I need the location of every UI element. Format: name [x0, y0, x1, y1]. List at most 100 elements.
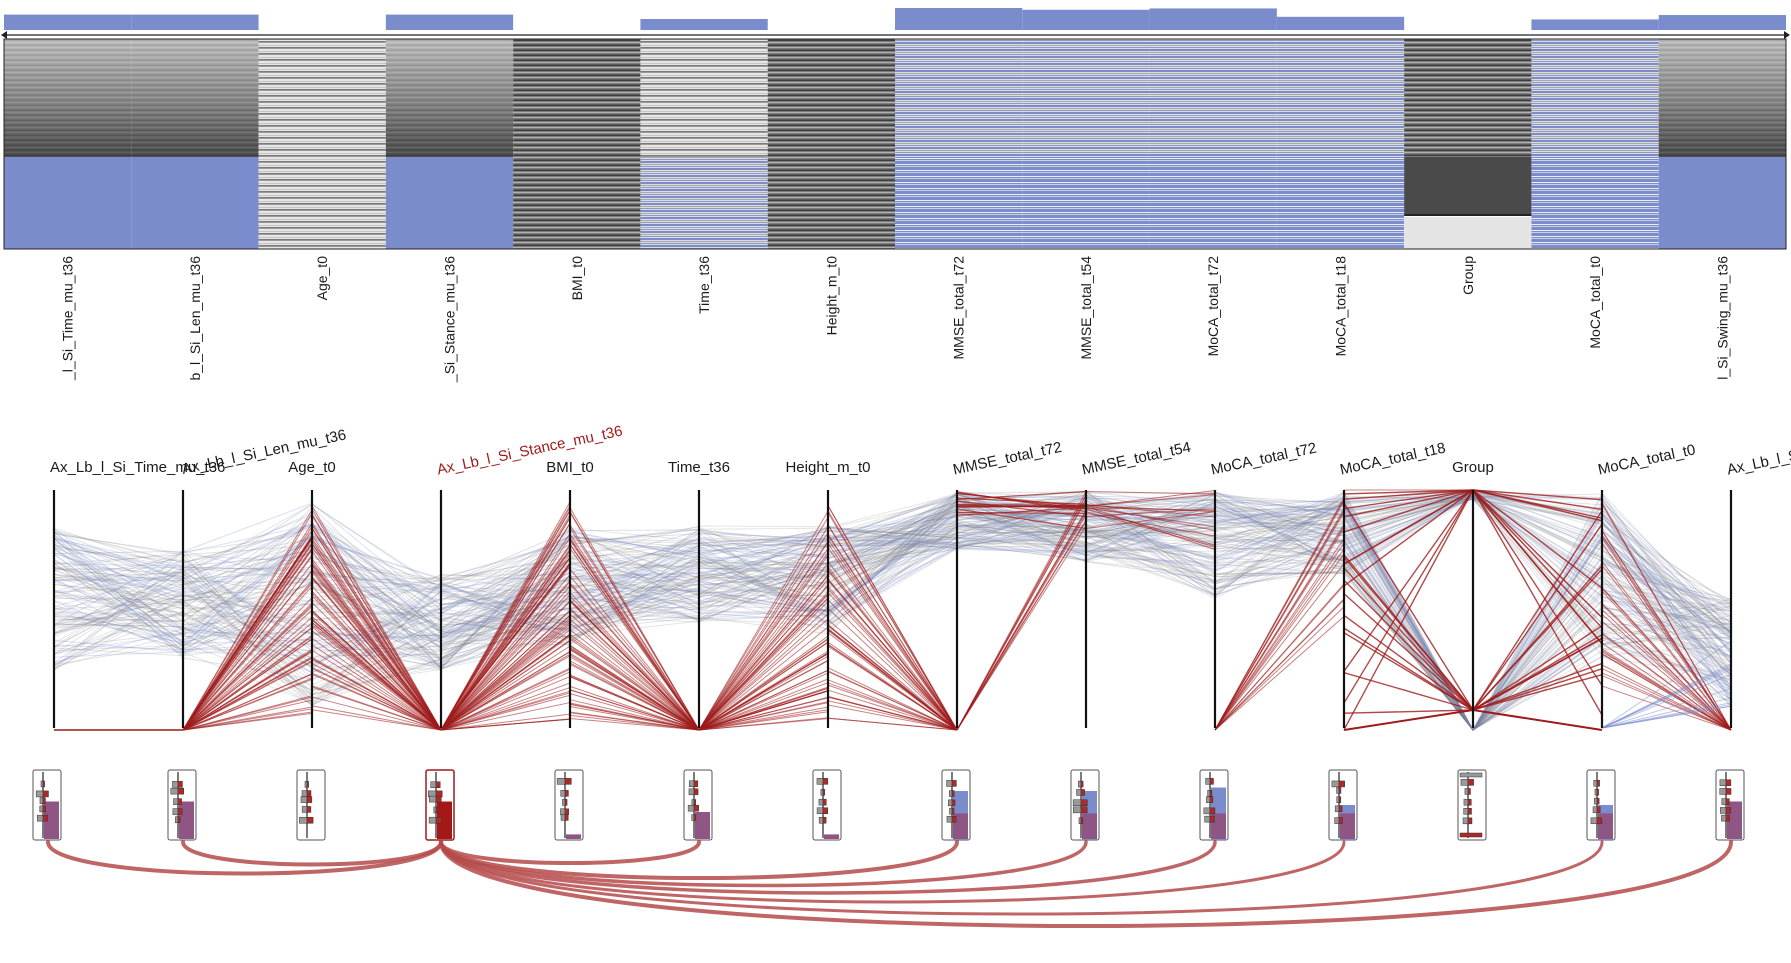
mini-histogram[interactable] [1457, 769, 1487, 841]
range-left-arrow-icon[interactable] [1, 31, 7, 39]
axis-label[interactable]: MoCA_total_t0 [1596, 441, 1697, 478]
axis-label[interactable]: MoCA_total_t18 [1338, 440, 1447, 479]
axis-label[interactable]: Ax_Lb_l_Si_Stance_mu_t36 [435, 423, 624, 479]
mini-bin-left [816, 807, 824, 814]
correlation-arc[interactable] [439, 840, 1733, 928]
selected-segment [1085, 508, 1216, 518]
parallel-axis[interactable]: Time_t36 [668, 459, 730, 728]
overview-column[interactable]: MoCA_total_t18 [1276, 16, 1405, 357]
axis-label[interactable]: Group [1452, 459, 1494, 476]
parallel-axis[interactable]: MMSE_total_t72 [951, 439, 1063, 728]
mini-bin-right [42, 814, 48, 822]
selected-segment [1214, 583, 1345, 731]
correlation-arc[interactable] [46, 840, 443, 876]
mini-bin-left [560, 790, 566, 797]
axis-label[interactable]: Time_t36 [668, 459, 730, 476]
mini-bin-right [951, 790, 955, 797]
overview-column[interactable]: l_Si_Swing_mu_t36 [1658, 15, 1786, 380]
mini-histogram[interactable] [1199, 769, 1229, 841]
mini-bin-right [1596, 779, 1600, 787]
parallel-axis[interactable]: MMSE_total_t54 [1080, 439, 1192, 728]
overview-column[interactable]: MoCA_total_t72 [1149, 8, 1277, 356]
overview-cell [258, 39, 386, 249]
parallel-axis[interactable]: Age_t0 [288, 459, 336, 728]
correlation-arc[interactable] [181, 840, 443, 867]
selected-segment [182, 537, 313, 731]
correlation-arc[interactable] [439, 840, 1217, 895]
axis-label[interactable]: MoCA_total_t72 [1209, 440, 1318, 479]
overview-column-label: l_Si_Swing_mu_t36 [1714, 256, 1730, 380]
selected-segment [182, 522, 313, 731]
mini-histogram[interactable] [1586, 769, 1616, 841]
selected-segment [1343, 579, 1474, 711]
selected-segment [311, 656, 442, 731]
selected-segment [1085, 507, 1216, 528]
axis-label[interactable]: Ax_Lb_l_Si_Swing_mu_t36 [1725, 424, 1791, 479]
overview-column[interactable]: Height_m_t0 [767, 39, 895, 335]
parallel-axis[interactable]: BMI_t0 [546, 459, 594, 728]
correlation-arc[interactable] [439, 840, 1604, 916]
mini-histogram[interactable] [425, 769, 455, 841]
selected-segment [1343, 489, 1474, 565]
mini-histogram[interactable] [554, 769, 584, 841]
parallel-axis[interactable]: Ax_Lb_l_Si_Time_mu_t36 [50, 459, 225, 728]
mini-histogram-frame[interactable] [554, 769, 584, 841]
mini-bin-left [1592, 806, 1598, 813]
range-right-arrow-icon[interactable] [1784, 31, 1790, 39]
parallel-axis[interactable]: Group [1452, 459, 1494, 728]
axis-label[interactable]: MMSE_total_t72 [951, 439, 1063, 479]
axis-label[interactable]: BMI_t0 [546, 459, 594, 476]
mini-histogram[interactable] [941, 769, 971, 841]
correlation-arc[interactable] [439, 840, 1346, 904]
mini-histogram[interactable] [167, 769, 197, 841]
axis-label[interactable]: MMSE_total_t54 [1080, 439, 1192, 479]
mini-bin-left [1076, 789, 1082, 796]
mini-bin-right [1467, 817, 1473, 825]
overview-column[interactable]: Time_t36 [640, 19, 768, 314]
selected-segment [1601, 642, 1732, 731]
overview-column[interactable]: _Si_Stance_mu_t36 [385, 14, 514, 383]
overview-column[interactable]: MoCA_total_t0 [1531, 19, 1659, 349]
selected-segment [311, 592, 442, 731]
axis-label[interactable]: Ax_Lb_l_Si_Time_mu_t36 [50, 459, 225, 476]
selected-segment [1472, 625, 1603, 711]
correlation-arcs [46, 840, 1733, 928]
selected-segment [182, 678, 313, 731]
mini-bin-right [951, 780, 957, 787]
selected-segment [1472, 489, 1603, 511]
mini-histogram[interactable] [296, 769, 326, 841]
mini-histogram[interactable] [1070, 769, 1100, 841]
mini-bin-left [1594, 797, 1598, 805]
overview-column[interactable]: BMI_t0 [513, 39, 641, 300]
axis-label[interactable]: Height_m_t0 [785, 459, 870, 476]
selected-segment [698, 555, 829, 731]
axis-label[interactable]: Age_t0 [288, 459, 336, 476]
selected-segment [440, 667, 571, 731]
overview-column[interactable]: MMSE_total_t54 [1022, 9, 1150, 360]
mini-histogram[interactable] [683, 769, 713, 841]
parallel-axis[interactable]: Height_m_t0 [785, 459, 871, 728]
overview-column[interactable]: b_l_Si_Len_mu_t36 [131, 14, 259, 381]
overview-column[interactable]: Age_t0 [258, 39, 386, 300]
data-polyline [53, 496, 1732, 686]
data-polyline [53, 496, 1732, 658]
mini-histogram-frame[interactable] [296, 769, 326, 841]
overview-column[interactable]: Group [1404, 39, 1532, 295]
mini-histogram[interactable] [1715, 769, 1745, 841]
mini-bin-left [1334, 817, 1340, 824]
selected-segment [182, 597, 313, 731]
mini-bin-right [1338, 787, 1342, 794]
mini-histogram[interactable] [812, 769, 842, 841]
parallel-axis[interactable]: Ax_Lb_l_Si_Swing_mu_t36 [1725, 424, 1791, 728]
overview-cell [131, 39, 259, 249]
mini-histogram[interactable] [32, 769, 62, 841]
selected-segment [182, 509, 313, 731]
overview-column[interactable]: MMSE_total_t72 [895, 8, 1023, 359]
selected-segment [698, 532, 829, 731]
overview-column[interactable]: _l_Si_Time_mu_t36 [4, 14, 132, 381]
selected-segment [182, 657, 313, 731]
correlation-arc[interactable] [439, 840, 701, 865]
mini-histogram[interactable] [1328, 769, 1358, 841]
mini-bin-right [1467, 808, 1472, 815]
data-polyline [53, 493, 1732, 655]
